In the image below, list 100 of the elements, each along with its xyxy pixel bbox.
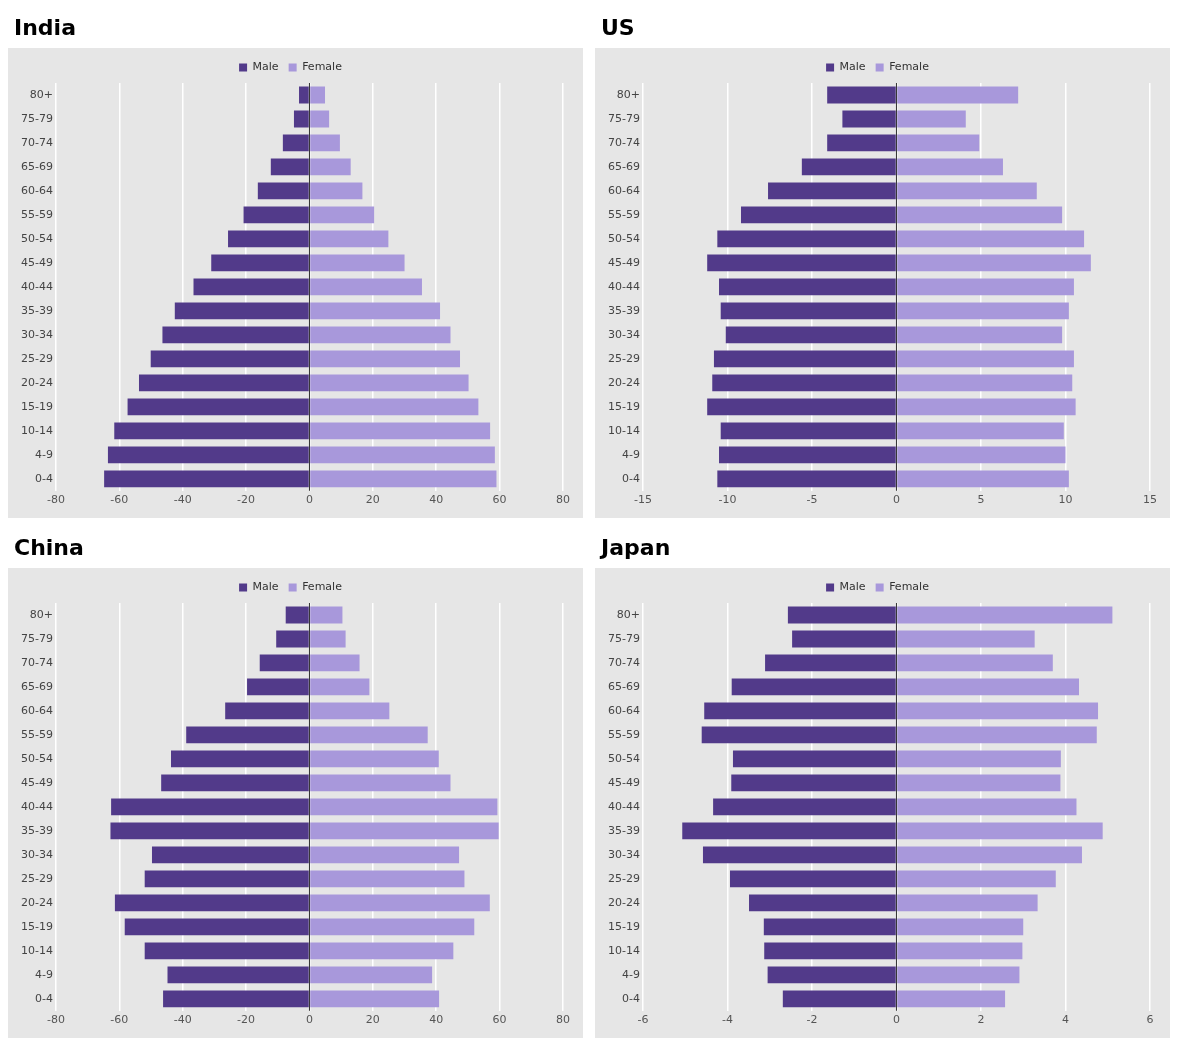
y-tick-label: 80+ [616, 87, 640, 101]
y-tick-label: 75-79 [20, 111, 53, 125]
bar [259, 654, 309, 672]
bar [310, 846, 460, 864]
y-tick-label: 40-44 [607, 799, 640, 813]
bar [725, 326, 896, 344]
bar [299, 86, 309, 104]
legend-label: Male [839, 580, 866, 594]
bar [310, 654, 360, 672]
y-tick-label: 50-54 [20, 751, 53, 765]
bar [897, 374, 1073, 392]
y-tick-label: 30-34 [607, 327, 640, 341]
bar [897, 110, 966, 128]
x-tick-label: -10 [718, 493, 737, 507]
bar [310, 702, 390, 720]
bar [702, 846, 896, 864]
bar [897, 422, 1064, 440]
bar [310, 326, 451, 344]
y-tick-label: 0-4 [621, 991, 640, 1005]
y-tick-label: 55-59 [20, 727, 53, 741]
bar [310, 822, 499, 840]
bar [310, 158, 351, 176]
bar [114, 894, 309, 912]
bar [897, 846, 1082, 864]
y-tick-label: 45-49 [20, 255, 53, 269]
y-tick-label: 40-44 [607, 279, 640, 293]
x-tick-label: -4 [721, 1013, 733, 1027]
bar [897, 918, 1024, 936]
y-tick-label: 25-29 [20, 871, 53, 885]
bar [682, 822, 896, 840]
y-tick-label: 50-54 [20, 231, 53, 245]
bar [897, 654, 1053, 672]
y-tick-label: 35-39 [607, 303, 640, 317]
bar [310, 398, 479, 416]
x-tick-label: 6 [1146, 1013, 1154, 1027]
bar [114, 422, 309, 440]
bar [276, 630, 309, 648]
bar [310, 606, 343, 624]
y-tick-label: 70-74 [607, 655, 640, 669]
bar [827, 86, 896, 104]
x-tick-label: -40 [173, 1013, 192, 1027]
bar [310, 374, 469, 392]
bar [310, 86, 326, 104]
x-tick-label: -40 [173, 493, 192, 507]
x-tick-label: -60 [110, 493, 129, 507]
bar [310, 990, 440, 1008]
legend-label: Male [252, 580, 279, 594]
bar [174, 302, 309, 320]
bar [897, 230, 1085, 248]
bar [704, 702, 896, 720]
bar [897, 302, 1069, 320]
y-tick-label: 60-64 [607, 183, 640, 197]
y-tick-label: 4-9 [34, 967, 53, 981]
bar [310, 110, 330, 128]
y-tick-label: 80+ [29, 607, 53, 621]
bar [167, 966, 309, 984]
y-tick-label: 55-59 [20, 207, 53, 221]
bar [310, 182, 363, 200]
x-tick-label: 80 [556, 493, 570, 507]
y-tick-label: 10-14 [20, 943, 53, 957]
bar [897, 966, 1020, 984]
bar [310, 422, 491, 440]
y-tick-label: 25-29 [20, 351, 53, 365]
bar [731, 678, 896, 696]
y-tick-label: 55-59 [607, 727, 640, 741]
bar [897, 326, 1063, 344]
y-tick-label: 50-54 [607, 231, 640, 245]
bar [720, 302, 896, 320]
bar [897, 678, 1080, 696]
bar [310, 726, 428, 744]
bar [897, 134, 980, 152]
bar [897, 86, 1019, 104]
bar [186, 726, 309, 744]
y-tick-label: 15-19 [20, 399, 53, 413]
legend-label: Female [889, 580, 930, 594]
bar [310, 774, 451, 792]
y-tick-label: 20-24 [607, 375, 640, 389]
y-tick-label: 20-24 [20, 895, 53, 909]
y-tick-label: 20-24 [20, 375, 53, 389]
bar [310, 918, 475, 936]
bar [310, 894, 490, 912]
x-tick-label: 0 [305, 1013, 313, 1027]
bar [707, 398, 896, 416]
bar [897, 398, 1076, 416]
bar [310, 206, 375, 224]
bar [127, 398, 309, 416]
y-tick-label: 65-69 [607, 159, 640, 173]
bar [293, 110, 309, 128]
bar [171, 750, 309, 768]
y-tick-label: 60-64 [607, 703, 640, 717]
y-tick-label: 45-49 [20, 775, 53, 789]
y-tick-label: 4-9 [621, 447, 640, 461]
bar [763, 918, 896, 936]
y-tick-label: 20-24 [607, 895, 640, 909]
chart-title: Japan [598, 534, 672, 562]
bar [163, 990, 309, 1008]
bar [897, 606, 1113, 624]
y-tick-label: 4-9 [34, 447, 53, 461]
x-tick-label: 40 [429, 1013, 444, 1027]
bar [310, 446, 495, 464]
